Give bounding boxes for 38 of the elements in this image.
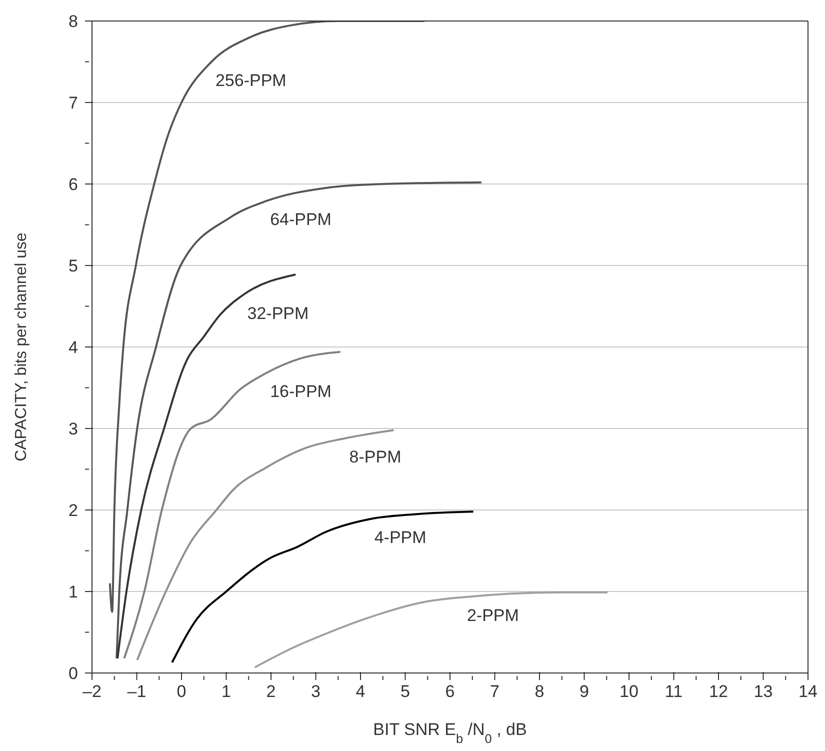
x-tick-label: 10 (620, 682, 638, 701)
x-axis-title: BIT SNR E$_{b}$ /N$_{0}$ , dB (373, 720, 527, 746)
y-axis-title: CAPACITY, bits per channel use (13, 232, 30, 462)
series-label: 16-PPM (270, 382, 332, 402)
series-label: 32-PPM (247, 304, 309, 323)
x-tick-label: 6 (445, 682, 455, 701)
x-tick-label: 9 (580, 682, 589, 701)
x-tick-label: 2 (266, 682, 276, 701)
x-tick-label: 3 (311, 682, 320, 701)
x-tick-label: –1 (127, 682, 146, 701)
x-tick-label: 0 (176, 682, 186, 701)
line-series (254, 591, 609, 668)
line-series (123, 350, 342, 660)
y-tick-label: 0 (68, 664, 78, 683)
y-tick-label: 1 (68, 582, 78, 602)
series-label: 256-PPM (215, 70, 286, 90)
y-tick-label: 2 (68, 501, 78, 520)
series-label: 4-PPM (374, 528, 426, 547)
y-tick-label: 5 (68, 256, 78, 276)
series-label: 64-PPM (270, 210, 332, 230)
x-tick-label: 4 (356, 682, 366, 701)
x-tick-label: 11 (664, 682, 683, 701)
series-label: 8-PPM (349, 447, 402, 466)
x-tick-label: 8 (534, 682, 544, 701)
x-tick-label: 7 (490, 682, 500, 701)
x-tick-label: 1 (222, 682, 231, 701)
y-tick-label: 4 (68, 338, 78, 357)
y-tick-label: 7 (68, 94, 78, 112)
x-tick-label: 5 (400, 682, 410, 701)
y-tick-label: 6 (68, 175, 78, 194)
x-tick-label: –2 (82, 682, 102, 701)
y-tick-label: 3 (68, 420, 78, 438)
y-tick-label: 8 (68, 12, 78, 31)
series-label: 2-PPM (466, 606, 519, 626)
x-tick-label: 14 (798, 682, 818, 701)
x-tick-label: 12 (709, 682, 728, 701)
line-series (108, 21, 426, 613)
x-tick-label: 13 (754, 682, 773, 701)
